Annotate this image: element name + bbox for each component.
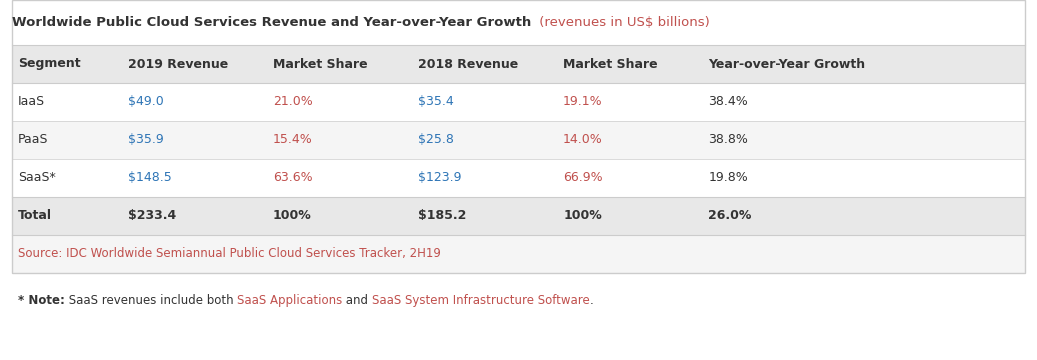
- Text: 14.0%: 14.0%: [563, 134, 602, 147]
- Text: 63.6%: 63.6%: [273, 171, 312, 184]
- Text: $49.0: $49.0: [128, 95, 163, 108]
- Text: IaaS: IaaS: [18, 95, 45, 108]
- Text: 38.4%: 38.4%: [708, 95, 748, 108]
- Text: 19.8%: 19.8%: [708, 171, 748, 184]
- Text: Market Share: Market Share: [563, 58, 657, 71]
- FancyBboxPatch shape: [12, 159, 1025, 197]
- Text: 100%: 100%: [563, 210, 601, 222]
- Text: 100%: 100%: [273, 210, 311, 222]
- Text: $25.8: $25.8: [418, 134, 454, 147]
- FancyBboxPatch shape: [12, 197, 1025, 235]
- Text: $123.9: $123.9: [418, 171, 461, 184]
- Text: SaaS System Infrastructure Software: SaaS System Infrastructure Software: [372, 294, 590, 307]
- Text: $148.5: $148.5: [128, 171, 171, 184]
- Text: Market Share: Market Share: [273, 58, 367, 71]
- Text: 38.8%: 38.8%: [708, 134, 748, 147]
- Text: $35.4: $35.4: [418, 95, 453, 108]
- Text: Segment: Segment: [18, 58, 80, 71]
- Text: 26.0%: 26.0%: [708, 210, 752, 222]
- Text: Source: IDC Worldwide Semiannual Public Cloud Services Tracker, 2H19: Source: IDC Worldwide Semiannual Public …: [18, 247, 441, 261]
- Text: 21.0%: 21.0%: [273, 95, 312, 108]
- Text: 15.4%: 15.4%: [273, 134, 312, 147]
- Text: 66.9%: 66.9%: [563, 171, 602, 184]
- FancyBboxPatch shape: [12, 0, 1025, 45]
- Text: 19.1%: 19.1%: [563, 95, 602, 108]
- Text: $233.4: $233.4: [128, 210, 176, 222]
- FancyBboxPatch shape: [12, 235, 1025, 273]
- Text: Worldwide Public Cloud Services Revenue and Year-over-Year Growth: Worldwide Public Cloud Services Revenue …: [12, 16, 532, 29]
- Text: Year-over-Year Growth: Year-over-Year Growth: [708, 58, 866, 71]
- Text: $185.2: $185.2: [418, 210, 467, 222]
- Text: SaaS Applications: SaaS Applications: [236, 294, 342, 307]
- FancyBboxPatch shape: [12, 121, 1025, 159]
- FancyBboxPatch shape: [12, 83, 1025, 121]
- Text: .: .: [590, 294, 593, 307]
- Text: SaaS revenues include both: SaaS revenues include both: [64, 294, 236, 307]
- Text: $35.9: $35.9: [128, 134, 163, 147]
- Text: Total: Total: [18, 210, 52, 222]
- Text: 2018 Revenue: 2018 Revenue: [418, 58, 518, 71]
- Text: 2019 Revenue: 2019 Revenue: [128, 58, 228, 71]
- Text: and: and: [342, 294, 372, 307]
- Text: SaaS*: SaaS*: [18, 171, 55, 184]
- Text: (revenues in US$ billions): (revenues in US$ billions): [535, 16, 709, 29]
- FancyBboxPatch shape: [12, 45, 1025, 83]
- Text: PaaS: PaaS: [18, 134, 48, 147]
- Text: * Note:: * Note:: [18, 294, 64, 307]
